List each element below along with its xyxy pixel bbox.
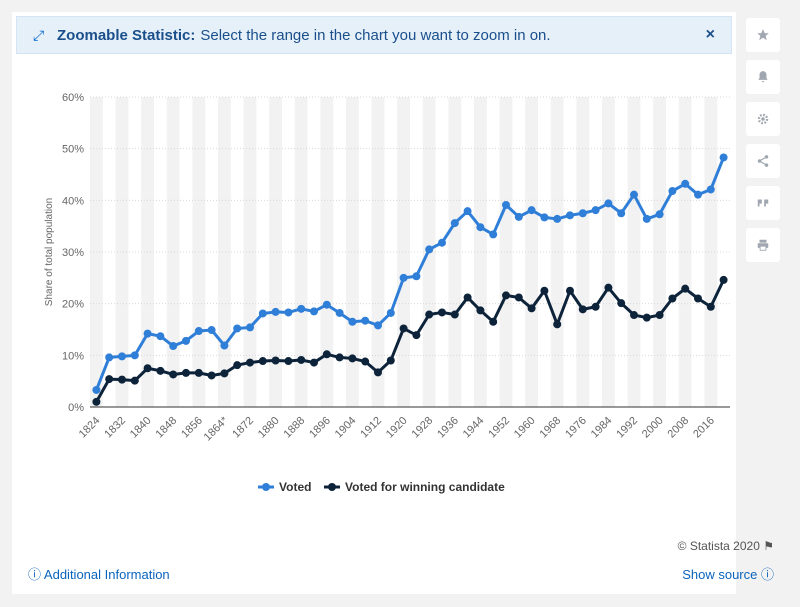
info-icon: ⓘ: [28, 567, 42, 582]
show-source-link[interactable]: Show source ⓘ: [682, 564, 774, 583]
footer: ⓘ Additional Information Show source ⓘ: [28, 562, 774, 582]
copyright-text: © Statista 2020: [677, 539, 760, 553]
star-icon[interactable]: [746, 18, 780, 52]
flag-icon: ⚑: [763, 539, 774, 553]
print-icon[interactable]: [746, 228, 780, 262]
additional-info-link[interactable]: ⓘ Additional Information: [28, 564, 170, 583]
bell-icon[interactable]: [746, 60, 780, 94]
quote-icon[interactable]: [746, 186, 780, 220]
gear-icon[interactable]: [746, 102, 780, 136]
banner-title: Zoomable Statistic:: [57, 26, 196, 44]
action-sidebar: [746, 18, 780, 270]
show-source-label: Show source: [682, 567, 758, 582]
share-icon[interactable]: [746, 144, 780, 178]
chart-card: [12, 12, 736, 594]
banner-message: Select the range in the chart you want t…: [200, 26, 551, 44]
copyright: © Statista 2020 ⚑: [678, 539, 774, 553]
close-icon[interactable]: ×: [705, 26, 715, 43]
info-icon: ⓘ: [760, 567, 774, 582]
expand-icon: ⤢: [33, 27, 45, 43]
additional-info-label: Additional Information: [43, 567, 170, 582]
zoom-banner: ⤢ Zoomable Statistic: Select the range i…: [16, 16, 732, 54]
